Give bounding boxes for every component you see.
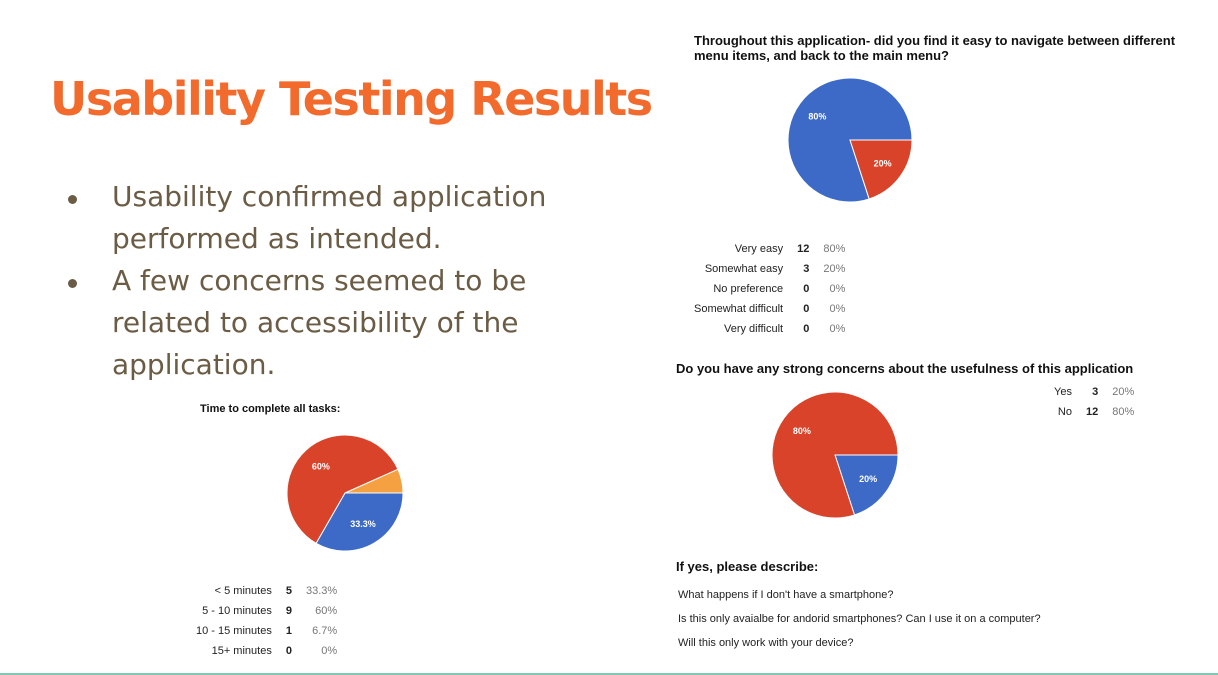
answer-label: 10 - 15 minutes — [196, 625, 272, 637]
pie-slice-1 — [286, 434, 399, 544]
answer-percent: 20% — [823, 263, 846, 275]
pie-slice-label: 80% — [808, 111, 826, 121]
answer-count: 3 — [1092, 386, 1099, 398]
pie-slice-label: 20% — [874, 159, 892, 169]
time-chart-title: Time to complete all tasks: — [200, 403, 341, 415]
table-row: 10 - 15 minutes 1 6.7% — [196, 621, 337, 641]
pie-slice-label: 80% — [793, 426, 811, 436]
navigation-results-table: Very easy 12 80% Somewhat easy 3 20% No pref… — [694, 239, 845, 339]
answer-label: Somewhat difficult — [694, 303, 784, 315]
describe-heading: If yes, please describe: — [676, 559, 819, 574]
answer-percent: 0% — [321, 645, 338, 657]
answer-percent: 80% — [1112, 406, 1135, 418]
describe-answers-list: What happens if I don't have a smartphon… — [678, 583, 1041, 655]
pie-slice-label: 60% — [312, 461, 330, 471]
concerns-results-table: Yes 3 20% No 12 80% — [1054, 382, 1134, 422]
answer-percent: 6.7% — [312, 625, 338, 637]
pie-slice-label: 33.3% — [350, 519, 376, 529]
answer-label: Very easy — [734, 243, 784, 255]
bullet-item: A few concerns seemed to be related to a… — [68, 260, 588, 386]
list-item: What happens if I don't have a smartphon… — [678, 589, 894, 601]
answer-label: 5 - 10 minutes — [202, 605, 272, 617]
answer-percent: 60% — [315, 605, 338, 617]
bullet-text: Usability confirmed application performe… — [112, 180, 547, 255]
answer-label: Yes — [1054, 386, 1072, 398]
bullet-dot-icon — [68, 279, 77, 288]
table-row: Somewhat easy 3 20% — [694, 259, 846, 279]
table-row: < 5 minutes 5 33.3% — [196, 581, 338, 601]
answer-count: 0 — [285, 645, 292, 657]
answer-label: 15+ minutes — [211, 645, 272, 657]
bullet-dot-icon — [68, 195, 77, 204]
answer-count: 9 — [285, 605, 292, 617]
pie-slice-1 — [849, 139, 913, 200]
pie-slice-2 — [344, 468, 404, 494]
pie-slice-label: 20% — [859, 474, 877, 484]
time-results-table: < 5 minutes 5 33.3% 5 - 10 minutes 9 60% 10 … — [196, 581, 337, 661]
table-row: 5 - 10 minutes 9 60% — [196, 601, 337, 621]
answer-count: 0 — [803, 283, 810, 295]
footer-divider — [0, 673, 1218, 675]
answer-count: 3 — [803, 263, 810, 275]
list-item: Will this only work with your device? — [678, 637, 854, 649]
table-row: Yes 3 20% — [1054, 382, 1134, 402]
table-row: No 12 80% — [1054, 402, 1134, 422]
bullet-item: Usability confirmed application performe… — [68, 176, 588, 260]
concerns-chart-title: Do you have any strong concerns about th… — [676, 361, 1134, 376]
pie-slice-0 — [315, 492, 404, 552]
answer-count: 0 — [803, 323, 810, 335]
concerns-pie-chart: 20% 80% — [771, 391, 899, 519]
pie-slice-1 — [771, 391, 899, 519]
answer-label: Very difficult — [723, 323, 784, 335]
answer-percent: 80% — [823, 243, 846, 255]
answer-label: No — [1057, 406, 1072, 418]
answer-count: 0 — [803, 303, 810, 315]
table-row: 15+ minutes 0 0% — [196, 641, 338, 661]
answer-percent: 0% — [829, 283, 846, 295]
pie-slice-0 — [834, 454, 899, 516]
list-item: Is this only avaialbe for andorid smartp… — [678, 613, 1041, 625]
navigation-chart-title: Throughout this application- did you fin… — [694, 33, 1176, 63]
answer-count: 1 — [285, 625, 292, 637]
table-row: No preference 0 0% — [694, 279, 845, 299]
answer-count: 12 — [797, 243, 810, 255]
navigation-pie-chart: 80% 20% — [787, 77, 913, 203]
answer-label: < 5 minutes — [214, 585, 272, 597]
table-row: Very difficult 0 0% — [694, 319, 845, 339]
table-row: Somewhat difficult 0 0% — [694, 299, 845, 319]
answer-label: No preference — [713, 283, 784, 295]
answer-percent: 20% — [1112, 386, 1135, 398]
answer-count: 5 — [285, 585, 292, 597]
answer-percent: 0% — [829, 303, 846, 315]
table-row: Very easy 12 80% — [694, 239, 846, 259]
time-pie-chart: 33.3% 60% — [286, 434, 404, 552]
answer-percent: 0% — [829, 323, 846, 335]
answer-count: 12 — [1085, 406, 1099, 418]
slide-title: Usability Testing Results — [50, 72, 653, 126]
bullet-text: A few concerns seemed to be related to a… — [112, 264, 527, 381]
answer-label: Somewhat easy — [704, 263, 784, 275]
answer-percent: 33.3% — [305, 585, 338, 597]
bullet-list: Usability confirmed application performe… — [68, 176, 588, 386]
